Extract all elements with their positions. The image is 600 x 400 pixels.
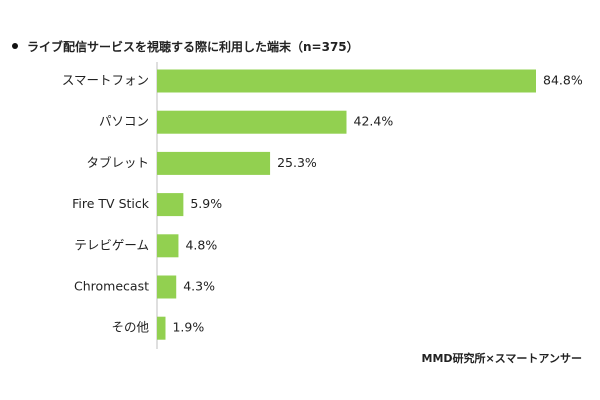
value-label-2: 25.3% xyxy=(277,155,317,170)
bar-1 xyxy=(157,110,347,134)
bar-3 xyxy=(157,193,184,217)
bar-5 xyxy=(157,275,177,299)
value-label-1: 42.4% xyxy=(354,114,394,129)
value-label-3: 5.9% xyxy=(190,196,222,211)
bar-4 xyxy=(157,234,179,258)
category-label-0: スマートフォン xyxy=(62,73,149,88)
bullet-icon xyxy=(12,43,18,49)
category-label-4: テレビゲーム xyxy=(74,237,149,252)
source-credit: MMD研究所×スマートアンサー xyxy=(421,352,582,365)
value-label-6: 1.9% xyxy=(172,320,204,335)
category-label-3: Fire TV Stick xyxy=(72,196,150,211)
category-label-6: その他 xyxy=(111,320,149,335)
category-label-2: タブレット xyxy=(86,155,149,170)
value-label-0: 84.8% xyxy=(543,73,583,88)
chart-title: ライブ配信サービスを視聴する際に利用した端末（n=375） xyxy=(12,37,359,55)
value-label-4: 4.8% xyxy=(185,237,217,252)
bar-0 xyxy=(157,69,536,93)
value-label-5: 4.3% xyxy=(183,279,215,294)
bar-2 xyxy=(157,151,271,175)
category-label-5: Chromecast xyxy=(74,279,149,294)
chart-title-text: ライブ配信サービスを視聴する際に利用した端末（n=375） xyxy=(27,39,359,54)
category-label-1: パソコン xyxy=(99,114,149,129)
bar-6 xyxy=(157,316,166,340)
